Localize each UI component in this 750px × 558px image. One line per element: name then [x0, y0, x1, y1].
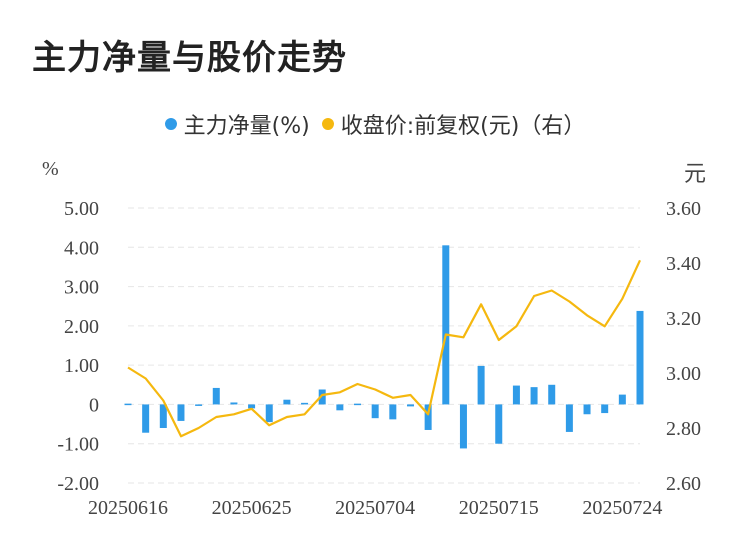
legend-label-close-price: 收盘价:前复权(元)（右）: [340, 114, 586, 139]
left-tick-label: 0: [89, 394, 99, 416]
bar: [389, 404, 397, 420]
left-axis-ticks: 5.00 4.00 3.00 2.00 1.00 0 -1.00 -2.00: [57, 198, 99, 495]
right-tick-label: 3.20: [666, 308, 701, 330]
bar: [354, 403, 362, 406]
bar: [495, 404, 503, 444]
right-tick-label: 3.60: [666, 198, 701, 220]
x-tick-label: 20250715: [459, 497, 539, 519]
left-tick-label: 2.00: [64, 316, 99, 338]
bar: [601, 404, 609, 414]
left-tick-label: -2.00: [57, 473, 99, 495]
grid-lines: [128, 207, 640, 484]
left-tick-label: 4.00: [64, 237, 99, 259]
right-tick-label: 2.60: [666, 473, 701, 495]
close-price-line: [127, 259, 641, 438]
bar: [583, 404, 591, 415]
legend-item-close-price[interactable]: 收盘价:前复权(元)（右）: [321, 108, 586, 140]
right-axis-ticks: 3.60 3.40 3.20 3.00 2.80 2.60: [666, 198, 701, 495]
left-tick-label: 3.00: [64, 277, 99, 299]
bar: [424, 404, 432, 430]
left-tick-label: 1.00: [64, 355, 99, 377]
bar: [442, 245, 450, 405]
bar: [477, 365, 485, 405]
bar: [301, 402, 309, 405]
bar: [459, 404, 467, 449]
bar: [195, 404, 203, 406]
left-axis-unit: %: [42, 158, 59, 180]
bar: [265, 404, 273, 423]
x-tick-label: 20250704: [335, 497, 415, 519]
bar: [177, 404, 185, 421]
bar: [142, 404, 150, 433]
bar: [283, 399, 291, 405]
bar: [248, 404, 256, 409]
bar: [371, 404, 379, 419]
bar: [636, 310, 644, 405]
bar: [212, 387, 220, 405]
bar: [318, 389, 326, 405]
bar: [548, 384, 556, 405]
right-tick-label: 3.40: [666, 253, 701, 275]
left-tick-label: 5.00: [64, 198, 99, 220]
bar: [159, 404, 167, 428]
bar: [512, 385, 520, 405]
right-tick-label: 3.00: [666, 363, 701, 385]
legend-dot-net-inflow: [164, 118, 177, 130]
x-axis-ticks: 20250616 20250625 20250704 20250715 20250724: [88, 497, 662, 519]
legend: 主力净量(%) 收盘价:前复权(元)（右）: [0, 108, 750, 140]
right-tick-label: 2.80: [666, 418, 701, 440]
line-series: [127, 259, 641, 438]
legend-label-net-inflow: 主力净量(%): [183, 114, 310, 139]
legend-item-net-inflow[interactable]: 主力净量(%): [164, 108, 310, 140]
right-axis-unit: 元: [684, 162, 707, 187]
bar-series: [124, 245, 644, 449]
bar: [618, 394, 626, 405]
x-tick-label: 20250625: [212, 497, 292, 519]
bar: [230, 402, 238, 405]
left-tick-label: -1.00: [57, 434, 99, 456]
bar: [124, 403, 132, 406]
x-tick-label: 20250616: [88, 497, 168, 519]
bar: [406, 404, 414, 407]
chart-title: 主力净量与股价走势: [32, 38, 347, 78]
legend-dot-close-price: [321, 118, 334, 130]
bar: [530, 387, 538, 405]
bar: [565, 404, 573, 432]
x-tick-label: 20250724: [582, 497, 662, 519]
bar: [336, 404, 344, 411]
